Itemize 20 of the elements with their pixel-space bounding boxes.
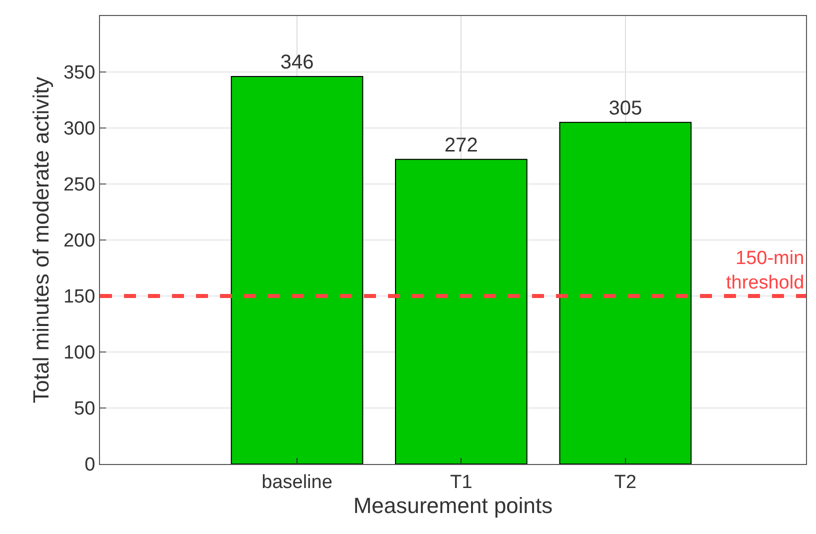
bar <box>559 122 692 464</box>
data-label: 346 <box>280 51 314 74</box>
bar <box>395 158 528 464</box>
y-tick-label: 300 <box>63 118 96 140</box>
bar <box>230 76 364 464</box>
x-tick-label: baseline <box>262 472 332 493</box>
y-tick-label: 150 <box>63 286 96 308</box>
data-label: 272 <box>444 134 478 156</box>
y-tick-label: 50 <box>74 398 96 420</box>
x-axis-title: Measurement points <box>353 492 553 518</box>
y-tick-label: 200 <box>63 230 96 252</box>
y-axis-title: Total minutes of moderate activity <box>28 76 54 404</box>
y-tick-label: 250 <box>63 174 96 196</box>
y-tick-label: 0 <box>84 454 96 476</box>
y-tick-label: 100 <box>63 342 96 364</box>
x-tick-label: T1 <box>450 472 472 493</box>
ref-line-label: 150-min threshold <box>726 248 804 294</box>
x-tick-label: T2 <box>614 472 636 493</box>
data-label: 305 <box>608 97 642 120</box>
y-tick-label: 350 <box>63 62 96 84</box>
